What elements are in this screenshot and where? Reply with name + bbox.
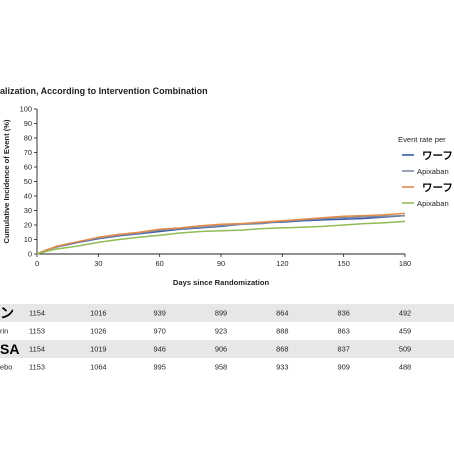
risk-count: 864 <box>276 309 288 318</box>
x-tick-label: 0 <box>35 259 39 268</box>
x-axis-label: Days since Randomization <box>173 278 270 287</box>
x-tick-label: 180 <box>399 259 411 268</box>
legend-entry-3: ワーファ <box>422 182 454 194</box>
risk-row-label: ン <box>0 305 14 321</box>
legend-heading: Event rate per <box>398 135 446 144</box>
risk-count: 1153 <box>29 327 45 336</box>
risk-count: 492 <box>399 309 411 318</box>
risk-count: 836 <box>337 309 349 318</box>
risk-count: 906 <box>215 345 227 354</box>
risk-count: 1154 <box>29 345 45 354</box>
legend-entry-4: Apixaban <box>417 199 449 208</box>
risk-count: 1154 <box>29 309 45 318</box>
x-tick-label: 30 <box>94 259 102 268</box>
y-tick-label: 40 <box>24 192 32 201</box>
y-tick-label: 90 <box>24 119 32 128</box>
risk-row-label: SA <box>0 341 19 357</box>
risk-count: 837 <box>337 345 349 354</box>
risk-row-label: rin <box>0 327 8 336</box>
series-line-3 <box>36 212 406 255</box>
y-tick-label: 100 <box>20 105 32 114</box>
risk-count: 958 <box>215 363 227 372</box>
risk-count: 1019 <box>90 345 106 354</box>
y-axis-label: Cumulative Incidence of Event (%) <box>2 119 11 244</box>
series-line-2 <box>36 214 406 255</box>
risk-row-label: ebo <box>0 363 12 372</box>
series-line-4 <box>36 220 406 255</box>
risk-count: 995 <box>153 363 165 372</box>
risk-count: 939 <box>153 309 165 318</box>
risk-row-band <box>0 340 454 358</box>
risk-count: 509 <box>399 345 411 354</box>
x-tick-label: 120 <box>276 259 288 268</box>
chart-title: alization, According to Intervention Com… <box>0 86 208 96</box>
y-tick-label: 30 <box>24 206 32 215</box>
y-tick-label: 20 <box>24 221 32 230</box>
risk-count: 868 <box>276 345 288 354</box>
risk-count: 899 <box>215 309 227 318</box>
y-tick-label: 70 <box>24 148 32 157</box>
risk-count: 1064 <box>90 363 106 372</box>
x-tick-label: 60 <box>156 259 164 268</box>
y-tick-label: 0 <box>28 250 32 259</box>
y-tick-label: 60 <box>24 163 32 172</box>
y-tick-label: 50 <box>24 177 32 186</box>
risk-count: 1026 <box>90 327 106 336</box>
risk-count: 1153 <box>29 363 45 372</box>
risk-count: 923 <box>215 327 227 336</box>
y-tick-label: 80 <box>24 134 32 143</box>
risk-count: 888 <box>276 327 288 336</box>
risk-count: 459 <box>399 327 411 336</box>
y-tick-label: 10 <box>24 235 32 244</box>
risk-count: 488 <box>399 363 411 372</box>
legend-entry-2: Apixaban <box>417 167 449 176</box>
risk-count: 933 <box>276 363 288 372</box>
risk-count: 1016 <box>90 309 106 318</box>
legend-entry-1: ワーフ <box>422 150 453 162</box>
x-tick-label: 150 <box>337 259 349 268</box>
risk-count: 863 <box>337 327 349 336</box>
risk-row-band <box>0 304 454 322</box>
series-line-1 <box>36 214 406 255</box>
risk-count: 946 <box>153 345 165 354</box>
risk-count: 970 <box>153 327 165 336</box>
risk-count: 909 <box>337 363 349 372</box>
x-tick-label: 90 <box>217 259 225 268</box>
